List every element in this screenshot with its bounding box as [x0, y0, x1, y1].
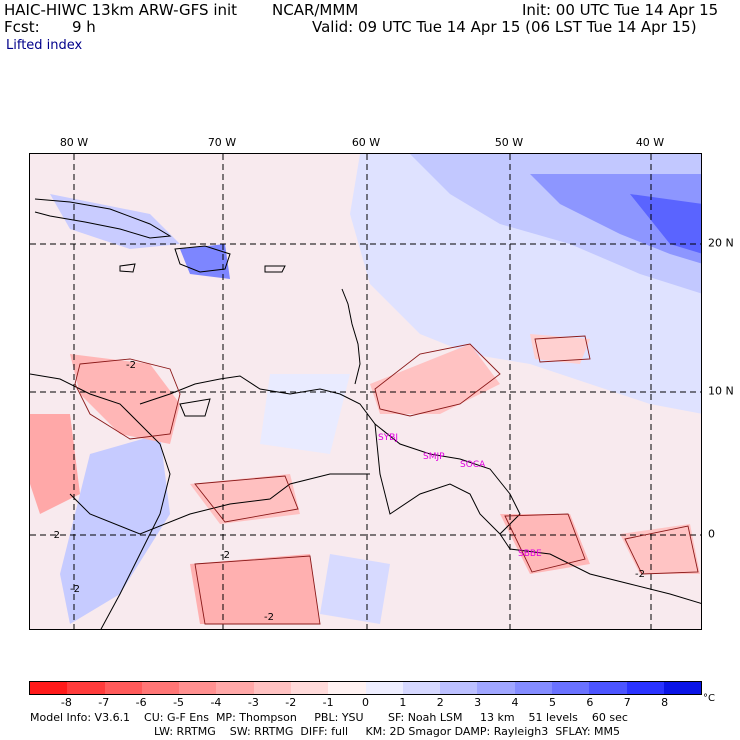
field-positive-caribbean	[260, 374, 350, 454]
colorbar-tick-label: 8	[661, 696, 669, 709]
colorbar-swatch	[402, 682, 441, 694]
contour-label: -2	[126, 360, 136, 371]
colorbar-swatch	[551, 682, 590, 694]
contour-itcz	[534, 335, 591, 363]
colorbar-tick-label: 4	[511, 696, 519, 709]
coast-puerto-rico	[264, 265, 286, 273]
fcst-label: Fcst:	[4, 18, 40, 36]
colorbar-swatch	[477, 682, 515, 694]
map-canvas	[30, 154, 701, 629]
contour-label: -2	[635, 569, 645, 580]
field-negative-atlantic	[370, 344, 500, 414]
init-time: Init: 00 UTC Tue 14 Apr 15	[522, 1, 719, 19]
model-info-line1: Model Info: V3.6.1 CU: G-F Ens MP: Thomp…	[30, 711, 628, 724]
colorbar-tick-label: 3	[474, 696, 482, 709]
org-label: NCAR/MMM	[272, 1, 359, 19]
colorbar-tick-label: -1	[322, 696, 334, 709]
lon-label-60w: 60 W	[351, 136, 381, 149]
coast-south-america-north	[139, 375, 701, 604]
fcst-value: 9 h	[72, 18, 96, 36]
field-negative-east	[620, 524, 700, 574]
field-negative-pacific	[30, 414, 80, 514]
colorbar-swatch	[589, 682, 627, 694]
field-positive-andes	[60, 434, 170, 624]
field-negative-amazon	[190, 554, 320, 624]
field-negative-itcz	[530, 334, 590, 364]
colorbar-swatch	[440, 682, 478, 694]
field-negative-venezuela	[190, 474, 300, 524]
contour-central-america	[74, 358, 181, 440]
colorbar-swatch	[626, 682, 664, 694]
coast-lake-maracaibo	[179, 398, 211, 417]
contour-label: -2	[264, 612, 274, 623]
field-positive-south	[320, 554, 390, 624]
colorbar-swatch	[328, 682, 366, 694]
colorbar-tick-label: 2	[436, 696, 444, 709]
colorbar-swatch	[290, 682, 329, 694]
contour-label: -2	[70, 584, 80, 595]
colorbar-swatch	[67, 682, 105, 694]
model-title: HAIC-HIWC 13km ARW-GFS init	[4, 1, 238, 19]
coast-central-south-america-west	[30, 373, 171, 629]
colorbar-swatch	[253, 682, 291, 694]
colorbar-tick-label: -3	[247, 696, 259, 709]
lifted-index-map: -2 -2 -2 -2 -2 -2 SYBJ SMJP SOCA SBBE	[29, 153, 702, 630]
field-positive-cuba	[50, 194, 180, 249]
colorbar-swatch	[663, 682, 702, 694]
station-soca: SOCA	[460, 460, 486, 470]
lon-label-80w: 80 W	[59, 136, 89, 149]
contour-amapa	[504, 513, 586, 573]
colorbar-tick-label: -2	[285, 696, 297, 709]
valid-time: Valid: 09 UTC Tue 14 Apr 15 (06 LST Tue …	[312, 18, 697, 36]
station-sybj: SYBJ	[378, 433, 399, 443]
colorbar-swatch	[104, 682, 142, 694]
colorbar-tick-label: 0	[362, 696, 369, 709]
contour-label: -2	[50, 530, 60, 541]
field-positive-max	[530, 174, 701, 264]
colorbar-tick-label: 7	[623, 696, 631, 709]
colorbar-tick-label: 5	[548, 696, 556, 709]
model-info-line2: LW: RRTMG SW: RRTMG DIFF: full KM: 2D Sm…	[154, 725, 620, 738]
colorbar-tick-label: -4	[210, 696, 222, 709]
lon-label-40w: 40 W	[635, 136, 665, 149]
colorbar-tick-label: 1	[399, 696, 407, 709]
field-name: Lifted index	[6, 38, 83, 53]
lon-label-70w: 70 W	[207, 136, 237, 149]
colorbar-swatch	[179, 682, 217, 694]
field-negative-central-america	[70, 354, 180, 444]
coast-lesser-antilles	[341, 288, 361, 385]
contour-amazon	[194, 555, 321, 625]
colorbar-swatch	[30, 682, 68, 694]
colorbar-swatch	[365, 682, 403, 694]
contour-venezuela	[194, 475, 299, 523]
coast-guianas-border	[374, 423, 501, 535]
colorbar	[29, 681, 702, 695]
coast-hispaniola	[174, 245, 231, 273]
field-negative-amapa	[500, 514, 590, 574]
station-sbbe: SBBE	[518, 549, 542, 559]
contour-atlantic	[374, 343, 501, 417]
coast-cuba	[34, 198, 172, 239]
colorbar-tick-label: -6	[135, 696, 147, 709]
contour-east	[624, 525, 699, 575]
station-smjp: SMJP	[423, 452, 445, 462]
colorbar-tick-label: 6	[586, 696, 594, 709]
colorbar-unit: °C	[703, 693, 715, 704]
colorbar-swatch	[514, 682, 552, 694]
colorbar-tick-label: -8	[60, 696, 72, 709]
colorbar-tick-label: -5	[173, 696, 185, 709]
lat-label-20n: 20 N	[708, 236, 734, 250]
lon-label-50w: 50 W	[494, 136, 524, 149]
contour-label: -2	[220, 550, 230, 561]
coast-jamaica	[119, 263, 136, 273]
colorbar-swatch	[141, 682, 180, 694]
colorbar-swatch	[216, 682, 254, 694]
colorbar-tick-label: -7	[98, 696, 110, 709]
lat-label-0: 0	[708, 527, 715, 541]
lat-label-10n: 10 N	[708, 384, 734, 398]
field-positive-core	[630, 194, 701, 254]
country-borders	[69, 473, 370, 535]
